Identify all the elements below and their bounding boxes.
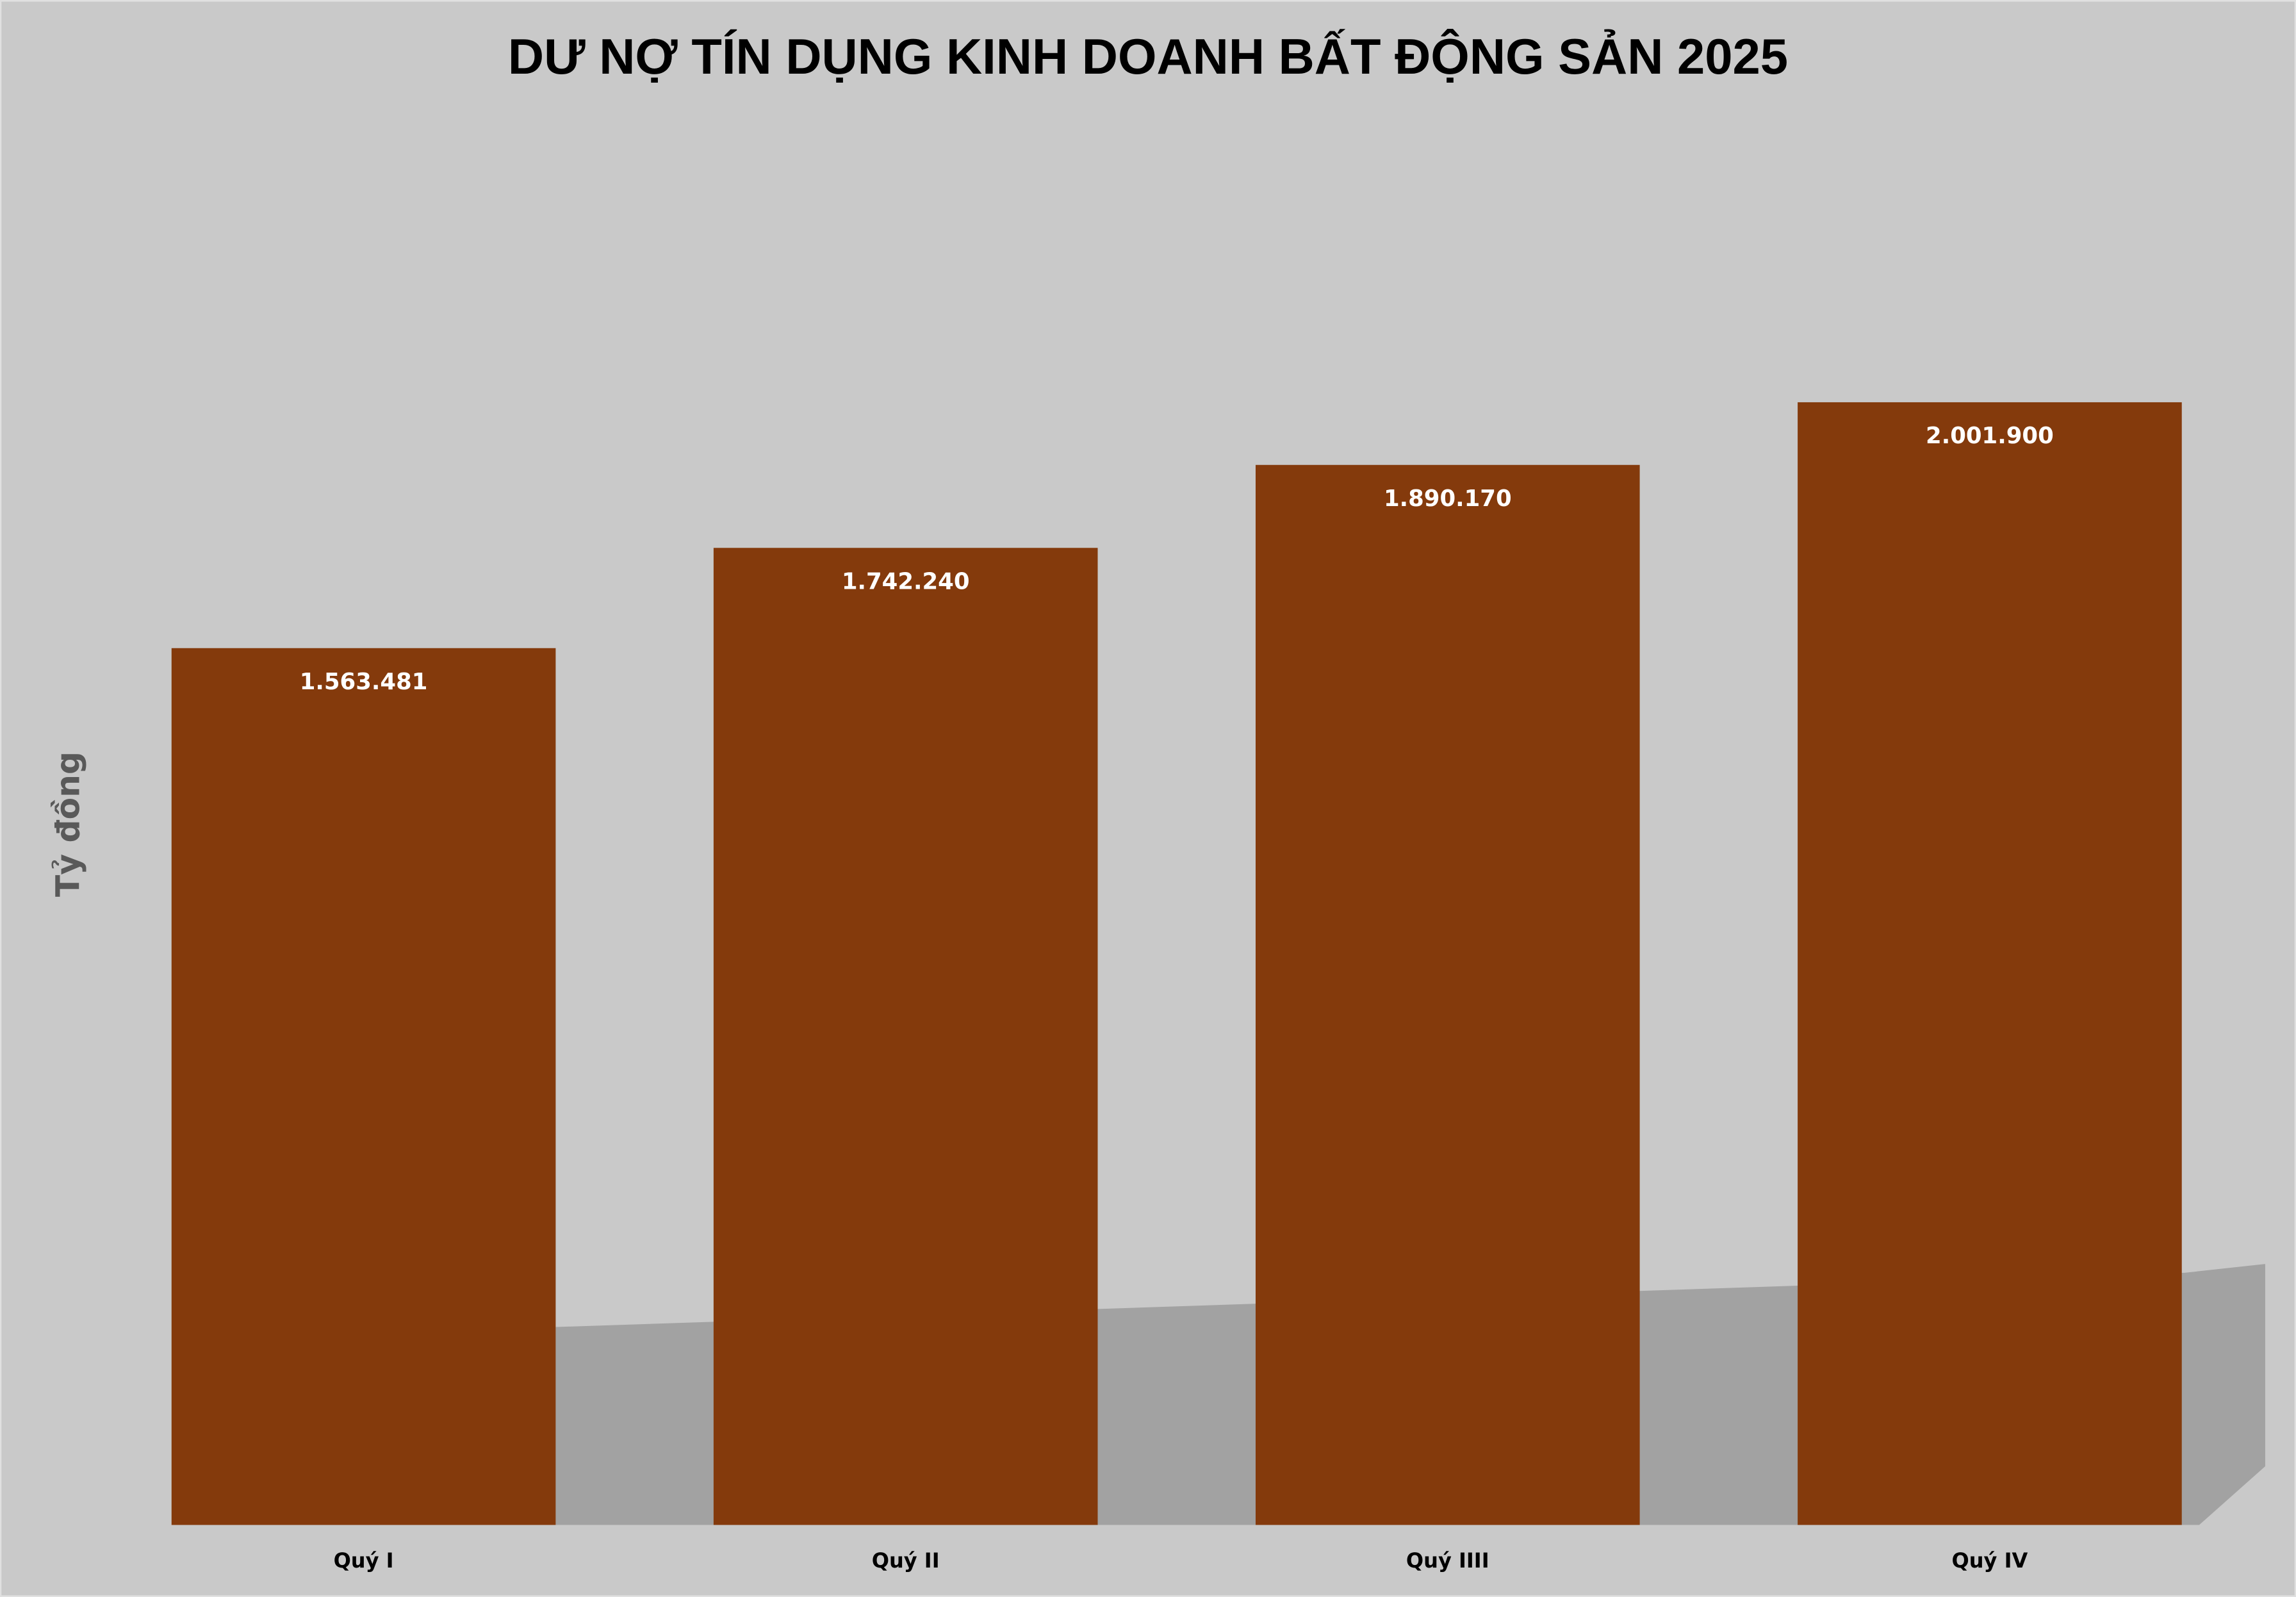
x-tick-label: Quý I <box>334 1548 394 1573</box>
data-label: 1.563.481 <box>300 669 428 695</box>
bar-4 <box>1798 402 2182 1525</box>
bars-group: 1.563.481 Quý I 1.742.240 Quý II 1.890.170 Qu… <box>171 402 2182 1573</box>
x-tick-label: Quý II <box>872 1548 940 1573</box>
data-label: 1.742.240 <box>842 568 970 594</box>
x-tick-label: Quý IIII <box>1406 1548 1489 1573</box>
x-tick-label: Quý IV <box>1952 1548 2028 1573</box>
data-label: 2.001.900 <box>1926 423 2054 449</box>
bar-2 <box>713 548 1098 1525</box>
y-axis-label: Tỷ đồng <box>49 751 87 897</box>
chart-title: DƯ NỢ TÍN DỤNG KINH DOANH BẤT ĐỘNG SẢN 2… <box>508 28 1788 85</box>
data-label: 1.890.170 <box>1384 486 1512 512</box>
bar-3 <box>1255 464 1640 1525</box>
bar-1 <box>171 648 556 1525</box>
